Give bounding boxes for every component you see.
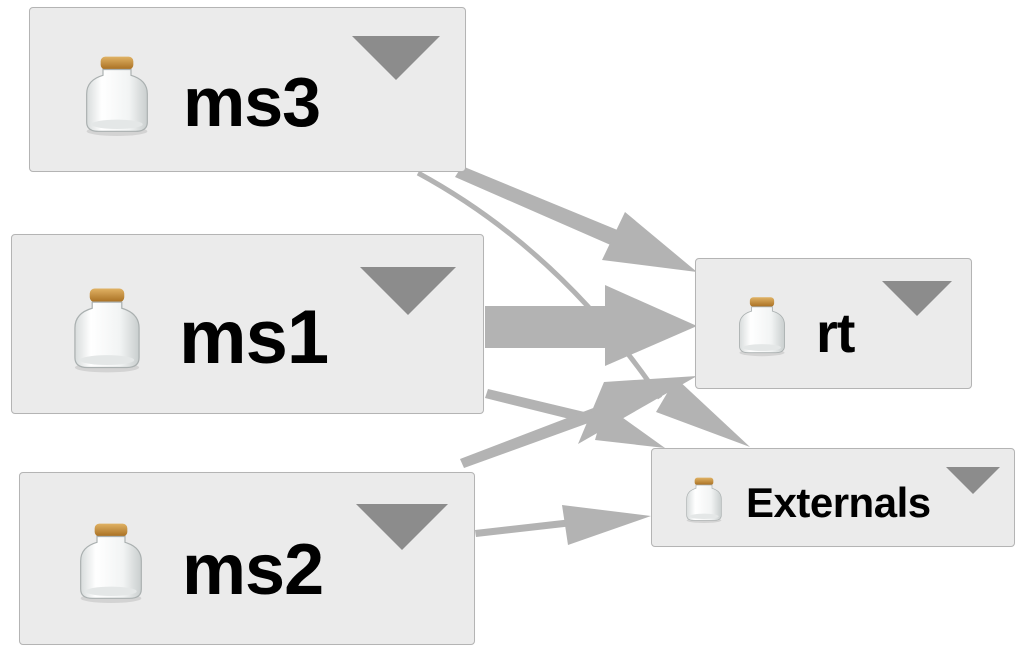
- edge-ms3-rt-arrowhead: [602, 212, 697, 272]
- jar-icon: [80, 523, 142, 603]
- jar-icon: [686, 477, 722, 523]
- node-rt[interactable]: rt: [695, 258, 972, 389]
- jar-icon: [739, 297, 785, 357]
- node-ms1[interactable]: ms1: [11, 234, 484, 414]
- node-label: ms3: [183, 63, 321, 141]
- dropdown-triangle-icon[interactable]: [352, 36, 440, 80]
- jar-icon: [86, 56, 148, 136]
- edge-ms1-rt-arrowhead: [605, 285, 697, 366]
- dropdown-triangle-icon[interactable]: [946, 467, 1000, 494]
- edge-ms3-externals: [416, 170, 663, 400]
- edge-ms1-rt: [485, 306, 610, 348]
- edge-ms2-rt-arrowhead: [578, 376, 697, 444]
- dropdown-triangle-icon[interactable]: [360, 267, 456, 315]
- jar-icon: [74, 288, 140, 373]
- node-label: ms2: [182, 530, 324, 610]
- node-ms2[interactable]: ms2: [19, 472, 475, 645]
- node-label: rt: [816, 301, 855, 364]
- node-label: ms1: [179, 295, 329, 380]
- node-label: Externals: [746, 479, 931, 526]
- node-externals[interactable]: Externals: [651, 448, 1015, 547]
- edge-ms3-externals-arrowhead: [656, 378, 750, 447]
- dropdown-triangle-icon[interactable]: [882, 281, 952, 316]
- dropdown-triangle-icon[interactable]: [356, 504, 448, 550]
- edge-ms2-externals-arrowhead: [562, 505, 651, 545]
- edge-ms3-rt: [455, 166, 632, 250]
- node-ms3[interactable]: ms3: [29, 7, 466, 172]
- edge-ms2-rt: [460, 397, 627, 468]
- edge-ms2-externals: [475, 519, 573, 537]
